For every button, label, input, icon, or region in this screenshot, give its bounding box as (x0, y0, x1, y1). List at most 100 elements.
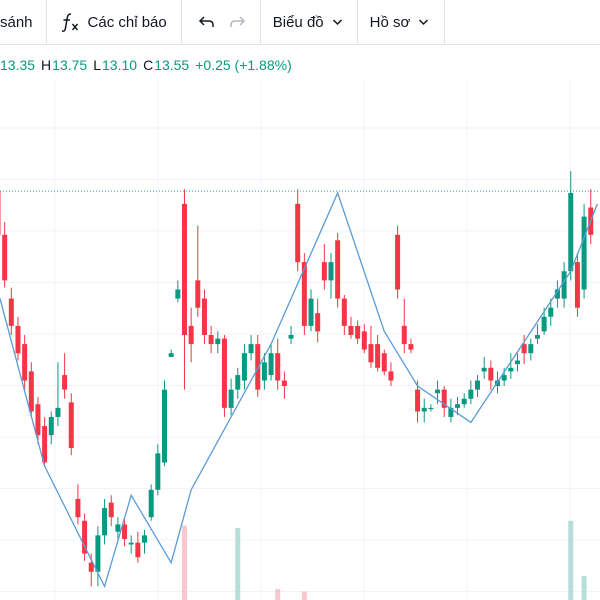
candle-body (415, 389, 421, 412)
undo-button[interactable] (182, 0, 224, 45)
redo-icon (230, 16, 245, 27)
candle-body (514, 360, 520, 365)
candle-body (248, 344, 254, 354)
legend-low: 13.10 (102, 57, 138, 73)
candle-body (48, 416, 54, 436)
profile-menu-label: Hồ sơ (369, 13, 411, 31)
candle-body (68, 402, 74, 448)
candle-body (201, 298, 207, 335)
candle-body (554, 289, 560, 299)
candle-body (328, 262, 334, 281)
candle-body (148, 489, 154, 518)
toolbar-divider (444, 0, 446, 45)
candle-body (0, 191, 1, 235)
toolbar-divider (356, 0, 358, 45)
candle-body (321, 262, 327, 281)
volume-bar (275, 589, 281, 600)
candle-body (475, 380, 481, 390)
candle-body (428, 407, 434, 410)
candle-body (561, 271, 567, 299)
chevron-down-icon (332, 19, 342, 26)
legend-close: 13.55 (154, 57, 190, 73)
candle-body (142, 535, 148, 543)
candle-body (534, 335, 540, 339)
candle-body (208, 335, 214, 345)
candle-body (295, 203, 301, 263)
candle-body (574, 262, 580, 308)
candle-body (355, 325, 361, 339)
candle-body (215, 338, 221, 345)
candle-body (421, 407, 427, 412)
candle-body (221, 338, 227, 408)
candle-body (155, 453, 161, 490)
volume-bar (181, 525, 187, 600)
candle-body (268, 353, 274, 376)
candle-body (82, 520, 88, 554)
candle-body (581, 216, 587, 290)
candle-body (241, 353, 247, 381)
chevron-down-icon (419, 19, 429, 26)
candle-body (22, 344, 28, 381)
indicators-button[interactable]: Các chỉ báo (47, 0, 181, 45)
candle-body (195, 280, 201, 308)
candle-body (568, 192, 574, 272)
ohlc-legend: 13.35 H13.75 L13.10 C13.55 +0.25 (+1.88%) (0, 57, 298, 73)
candle-body (15, 325, 21, 354)
legend-low-key: L (93, 57, 102, 73)
candle-body (75, 498, 81, 518)
candle-body (175, 289, 181, 299)
toolbar-divider (259, 0, 261, 45)
candle-body (8, 298, 14, 326)
candle-body (441, 389, 447, 408)
candle-body (348, 325, 354, 335)
profile-menu-button[interactable]: Hồ sơ (358, 0, 445, 45)
candle-body (62, 375, 68, 390)
candle-body (181, 203, 187, 335)
legend-open: 13.35 (0, 57, 36, 73)
candle-body (108, 502, 114, 518)
candle-body (128, 542, 134, 545)
candle-body (315, 313, 321, 332)
function-fx-icon (61, 13, 78, 32)
candle-body (395, 234, 401, 290)
candle-body (528, 344, 534, 354)
candle-body (548, 307, 554, 317)
candle-body (228, 389, 234, 408)
candle-body (488, 367, 494, 381)
candle-body (2, 234, 8, 281)
price-chart[interactable] (0, 45, 600, 600)
candle-body (188, 325, 194, 345)
candle-body (361, 331, 367, 350)
candle-body (341, 298, 347, 326)
candle-body (308, 298, 314, 326)
candle-body (541, 316, 547, 332)
candle-body (95, 535, 101, 572)
redo-button[interactable] (224, 0, 260, 45)
candle-body (455, 404, 461, 408)
candle-body (408, 344, 414, 350)
candle-body (388, 371, 394, 381)
candle-body (468, 389, 474, 399)
candle-body (448, 407, 454, 417)
candle-body (235, 375, 241, 390)
candle-body (88, 562, 94, 572)
candle-body (368, 344, 374, 363)
compare-button[interactable]: sánh (0, 0, 46, 45)
legend-change: +0.25 (+1.88%) (195, 57, 292, 73)
candle-body (28, 371, 34, 412)
candle-body (275, 353, 281, 381)
chart-menu-button[interactable]: Biểu đồ (261, 0, 357, 45)
candle-body (35, 404, 41, 436)
top-toolbar: sánh Các chỉ báo Biểu đồ Hồ sơ (0, 0, 600, 45)
candle-body (122, 524, 128, 539)
zigzag-line (0, 191, 599, 589)
candle-body (335, 240, 341, 299)
compare-label: sánh (0, 13, 33, 31)
candle-body (288, 335, 294, 339)
legend-high-key: H (41, 57, 52, 73)
volume-bar (301, 591, 307, 600)
volume-bar (568, 520, 574, 600)
toolbar-divider (180, 0, 182, 45)
candle-body (521, 344, 527, 354)
candle-body (375, 344, 381, 368)
